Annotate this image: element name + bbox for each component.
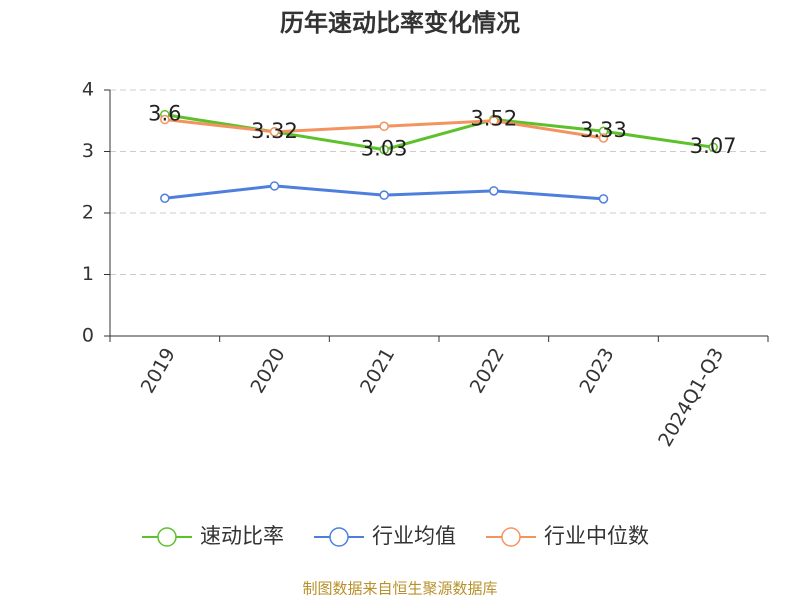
x-tick-label: 2019 — [137, 344, 180, 397]
data-point — [489, 116, 499, 126]
legend-marker — [329, 527, 349, 547]
y-tick-label: 3 — [82, 140, 94, 162]
legend-item: 速动比率 — [142, 524, 284, 548]
y-tick-label: 0 — [82, 325, 94, 347]
data-point — [708, 142, 718, 152]
legend-label: 行业均值 — [372, 524, 456, 548]
data-label: 3.07 — [690, 134, 737, 158]
data-point — [379, 190, 389, 200]
series-line — [164, 113, 714, 152]
x-tick-label: 2022 — [466, 344, 509, 397]
data-point — [379, 144, 389, 155]
y-tick-label: 1 — [82, 263, 94, 285]
source-note: 制图数据来自恒生聚源数据库 — [302, 580, 497, 598]
data-label: 3.33 — [580, 118, 627, 142]
y-tick-label: 4 — [82, 79, 94, 101]
data-label: 3.32 — [251, 119, 298, 143]
data-point — [379, 121, 389, 132]
x-tick-label: 2024Q1-Q3 — [654, 344, 728, 450]
x-tick-label: 2021 — [356, 344, 399, 397]
legend-label: 速动比率 — [200, 524, 284, 548]
data-point — [160, 114, 170, 125]
data-label: 3.52 — [470, 107, 517, 131]
legend-marker — [501, 527, 521, 547]
data-point — [489, 186, 499, 196]
data-point — [598, 194, 609, 204]
x-tick-label: 2023 — [575, 344, 618, 397]
chart-title: 历年速动比率变化情况 — [280, 9, 520, 37]
data-point — [269, 181, 280, 191]
data-point — [269, 127, 280, 137]
legend-item: 行业均值 — [314, 524, 456, 548]
data-label: 3.6 — [148, 102, 181, 126]
data-point — [598, 133, 609, 143]
data-label: 3.03 — [361, 137, 408, 161]
data-point — [160, 193, 170, 203]
legend-marker — [157, 527, 177, 547]
legend-item: 行业中位数 — [486, 524, 649, 548]
y-tick-label: 2 — [82, 202, 94, 224]
x-tick-label: 2020 — [246, 344, 289, 397]
legend-label: 行业中位数 — [544, 524, 649, 548]
